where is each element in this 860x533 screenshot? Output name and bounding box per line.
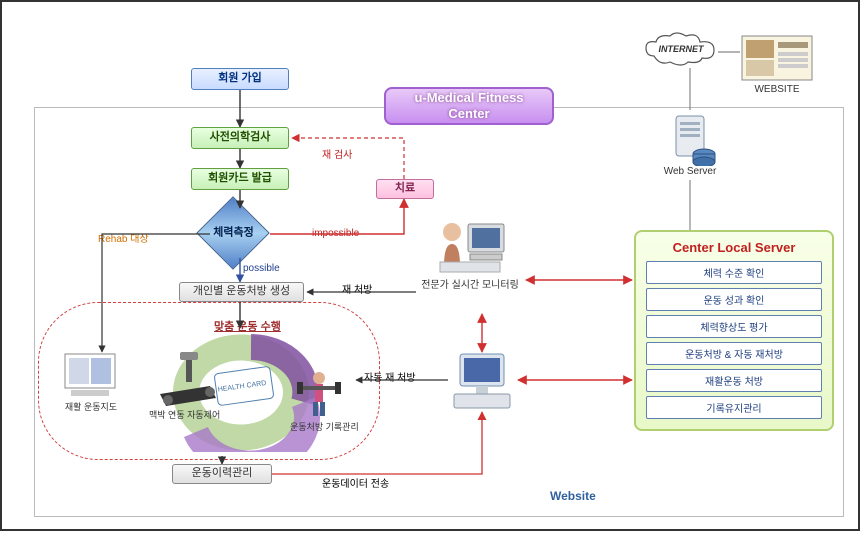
web-server-icon: Web Server <box>662 110 718 177</box>
internet-cloud: INTERNET <box>642 32 720 68</box>
server-item-1: 운동 성과 확인 <box>646 288 822 311</box>
expert-label: 전문가 실시간 모니터링 <box>421 276 519 291</box>
flow-cardissue: 회원카드 발급 <box>191 168 289 190</box>
expert-icon <box>430 214 510 276</box>
impossible-label: impossible <box>312 228 359 239</box>
server-item-5: 기록유지관리 <box>646 396 822 419</box>
diagram-canvas: u-Medical Fitness Center 맞춤 운동 수행 체력측정 전… <box>0 0 860 531</box>
flow-signup: 회원 가입 <box>191 68 289 90</box>
exercise-rehab-guide: 재활 운동지도 <box>57 350 125 413</box>
ex-rehab-label: 재활 운동지도 <box>65 400 117 413</box>
flow-treat: 치료 <box>376 179 434 199</box>
website-bottom-label: Website <box>550 489 596 503</box>
flow-genplan: 개인별 운동처방 생성 <box>179 282 304 302</box>
auto-represcribe-label: 자동 재 처방 <box>364 369 416 384</box>
website-top-label: WEBSITE <box>754 84 799 95</box>
website-thumbnail: WEBSITE <box>740 34 814 95</box>
ex-record-label: 운동처방 기록관리 <box>290 420 359 433</box>
possible-label: possible <box>243 263 280 274</box>
rehab-label: Rehab 대상 <box>98 230 149 245</box>
fitness-check-label: 체력측정 <box>213 226 253 239</box>
ex-pulse-label: 맥박 연동 자동제어 <box>149 408 220 421</box>
exercise-record-mgmt: 운동처방 기록관리 <box>290 368 359 433</box>
title-umedical: u-Medical Fitness Center <box>384 87 554 125</box>
recheck-label: 재 검사 <box>322 146 352 161</box>
server-item-3: 운동처방 & 자동 재처방 <box>646 342 822 365</box>
exercise-pulse-control: 맥박 연동 자동제어 <box>149 350 220 421</box>
server-item-2: 체력향상도 평가 <box>646 315 822 338</box>
svg-text:INTERNET: INTERNET <box>659 44 706 54</box>
terminal-icon <box>448 352 518 412</box>
represcribe-label: 재 처방 <box>342 281 372 296</box>
web-server-label: Web Server <box>664 166 717 177</box>
center-local-server-panel: Center Local Server 체력 수준 확인운동 성과 확인체력향상… <box>634 230 834 431</box>
expert-monitoring: 전문가 실시간 모니터링 <box>416 214 524 291</box>
send-data-label: 운동데이터 전송 <box>322 475 389 490</box>
server-item-0: 체력 수준 확인 <box>646 261 822 284</box>
flow-history: 운동이력관리 <box>172 464 272 484</box>
server-item-4: 재활운동 처방 <box>646 369 822 392</box>
flow-precheck: 사전의학검사 <box>191 127 289 149</box>
health-card-icon: HEALTH CARD <box>212 364 278 406</box>
server-panel-title: Center Local Server <box>646 240 822 255</box>
